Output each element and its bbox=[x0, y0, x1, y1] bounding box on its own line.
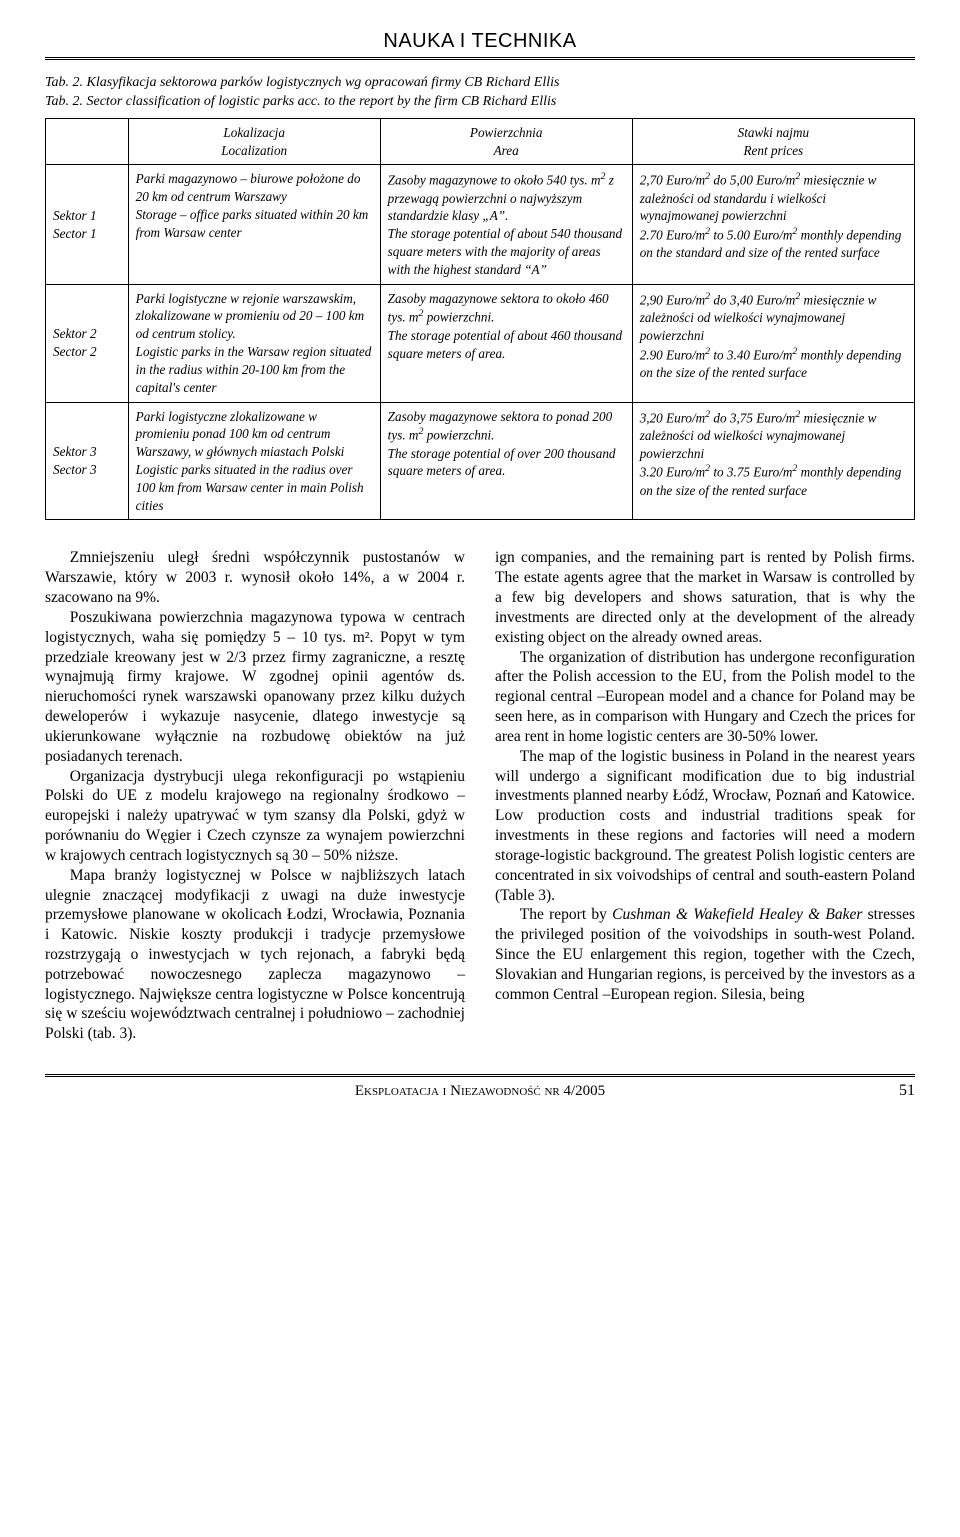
classification-table: Lokalizacja Localization Powierzchnia Ar… bbox=[45, 118, 915, 521]
table-row: Sektor 2 Sector 2 Parki logistyczne w re… bbox=[46, 284, 915, 402]
footer-title: Eksploatacja i Niezawodność nr 4/2005 bbox=[85, 1083, 875, 1100]
rent-cell: 2,70 Euro/m2 do 5,00 Euro/m2 miesięcznie… bbox=[632, 165, 914, 284]
body-para: Zmniejszeniu uległ średni współczynnik p… bbox=[45, 548, 465, 607]
body-para: The report by Cushman & Wakefield Healey… bbox=[495, 905, 915, 1004]
left-column: Zmniejszeniu uległ średni współczynnik p… bbox=[45, 548, 465, 1044]
sector-pl: Sektor 3 bbox=[53, 444, 97, 459]
rent-cell: 2,90 Euro/m2 do 3,40 Euro/m2 miesięcznie… bbox=[632, 284, 914, 402]
table-row: Sektor 3 Sector 3 Parki logistyczne zlok… bbox=[46, 402, 915, 520]
sector-en: Sector 2 bbox=[53, 344, 97, 359]
body-para: Poszukiwana powierzchnia magazynowa typo… bbox=[45, 608, 465, 767]
loc-cell: Parki logistyczne zlokalizowane w promie… bbox=[128, 402, 380, 520]
table-row: Sektor 1 Sector 1 Parki magazynowo – biu… bbox=[46, 165, 915, 284]
header-area: Powierzchnia Area bbox=[380, 118, 632, 165]
area-pl: Powierzchnia bbox=[470, 125, 543, 140]
sector-cell: Sektor 3 Sector 3 bbox=[46, 402, 129, 520]
area-cell: Zasoby magazynowe to około 540 tys. m2 z… bbox=[380, 165, 632, 284]
sector-cell: Sektor 1 Sector 1 bbox=[46, 165, 129, 284]
loc-pl: Lokalizacja bbox=[223, 125, 285, 140]
loc-en: Localization bbox=[221, 143, 287, 158]
sector-en: Sector 1 bbox=[53, 226, 97, 241]
area-cell: Zasoby magazynowe sektora to ponad 200 t… bbox=[380, 402, 632, 520]
sector-pl: Sektor 2 bbox=[53, 326, 97, 341]
header-rent: Stawki najmu Rent prices bbox=[632, 118, 914, 165]
section-header: NAUKA I TECHNIKA bbox=[45, 30, 915, 60]
sector-en: Sector 3 bbox=[53, 462, 97, 477]
header-localization: Lokalizacja Localization bbox=[128, 118, 380, 165]
area-cell: Zasoby magazynowe sektora to około 460 t… bbox=[380, 284, 632, 402]
page-footer: Eksploatacja i Niezawodność nr 4/2005 51 bbox=[45, 1074, 915, 1100]
body-columns: Zmniejszeniu uległ średni współczynnik p… bbox=[45, 548, 915, 1044]
caption-line-2: Tab. 2. Sector classification of logisti… bbox=[45, 94, 556, 109]
body-para: Mapa branży logistycznej w Polsce w najb… bbox=[45, 866, 465, 1044]
loc-cell: Parki magazynowo – biurowe położone do 2… bbox=[128, 165, 380, 284]
body-para: The organization of distribution has und… bbox=[495, 648, 915, 747]
rent-en: Rent prices bbox=[743, 143, 803, 158]
sector-pl: Sektor 1 bbox=[53, 208, 97, 223]
body-para: ign companies, and the remaining part is… bbox=[495, 548, 915, 647]
rent-cell: 3,20 Euro/m2 do 3,75 Euro/m2 miesięcznie… bbox=[632, 402, 914, 520]
caption-line-1: Tab. 2. Klasyfikacja sektorowa parków lo… bbox=[45, 75, 559, 90]
footer-page-number: 51 bbox=[875, 1082, 915, 1100]
sector-cell: Sektor 2 Sector 2 bbox=[46, 284, 129, 402]
area-en: Area bbox=[494, 143, 519, 158]
table-caption: Tab. 2. Klasyfikacja sektorowa parków lo… bbox=[45, 74, 915, 112]
body-para: Organizacja dystrybucji ulega rekonfigur… bbox=[45, 767, 465, 866]
loc-cell: Parki logistyczne w rejonie warszawskim,… bbox=[128, 284, 380, 402]
body-para: The map of the logistic business in Pola… bbox=[495, 747, 915, 906]
header-empty bbox=[46, 118, 129, 165]
rent-pl: Stawki najmu bbox=[738, 125, 809, 140]
right-column: ign companies, and the remaining part is… bbox=[495, 548, 915, 1044]
